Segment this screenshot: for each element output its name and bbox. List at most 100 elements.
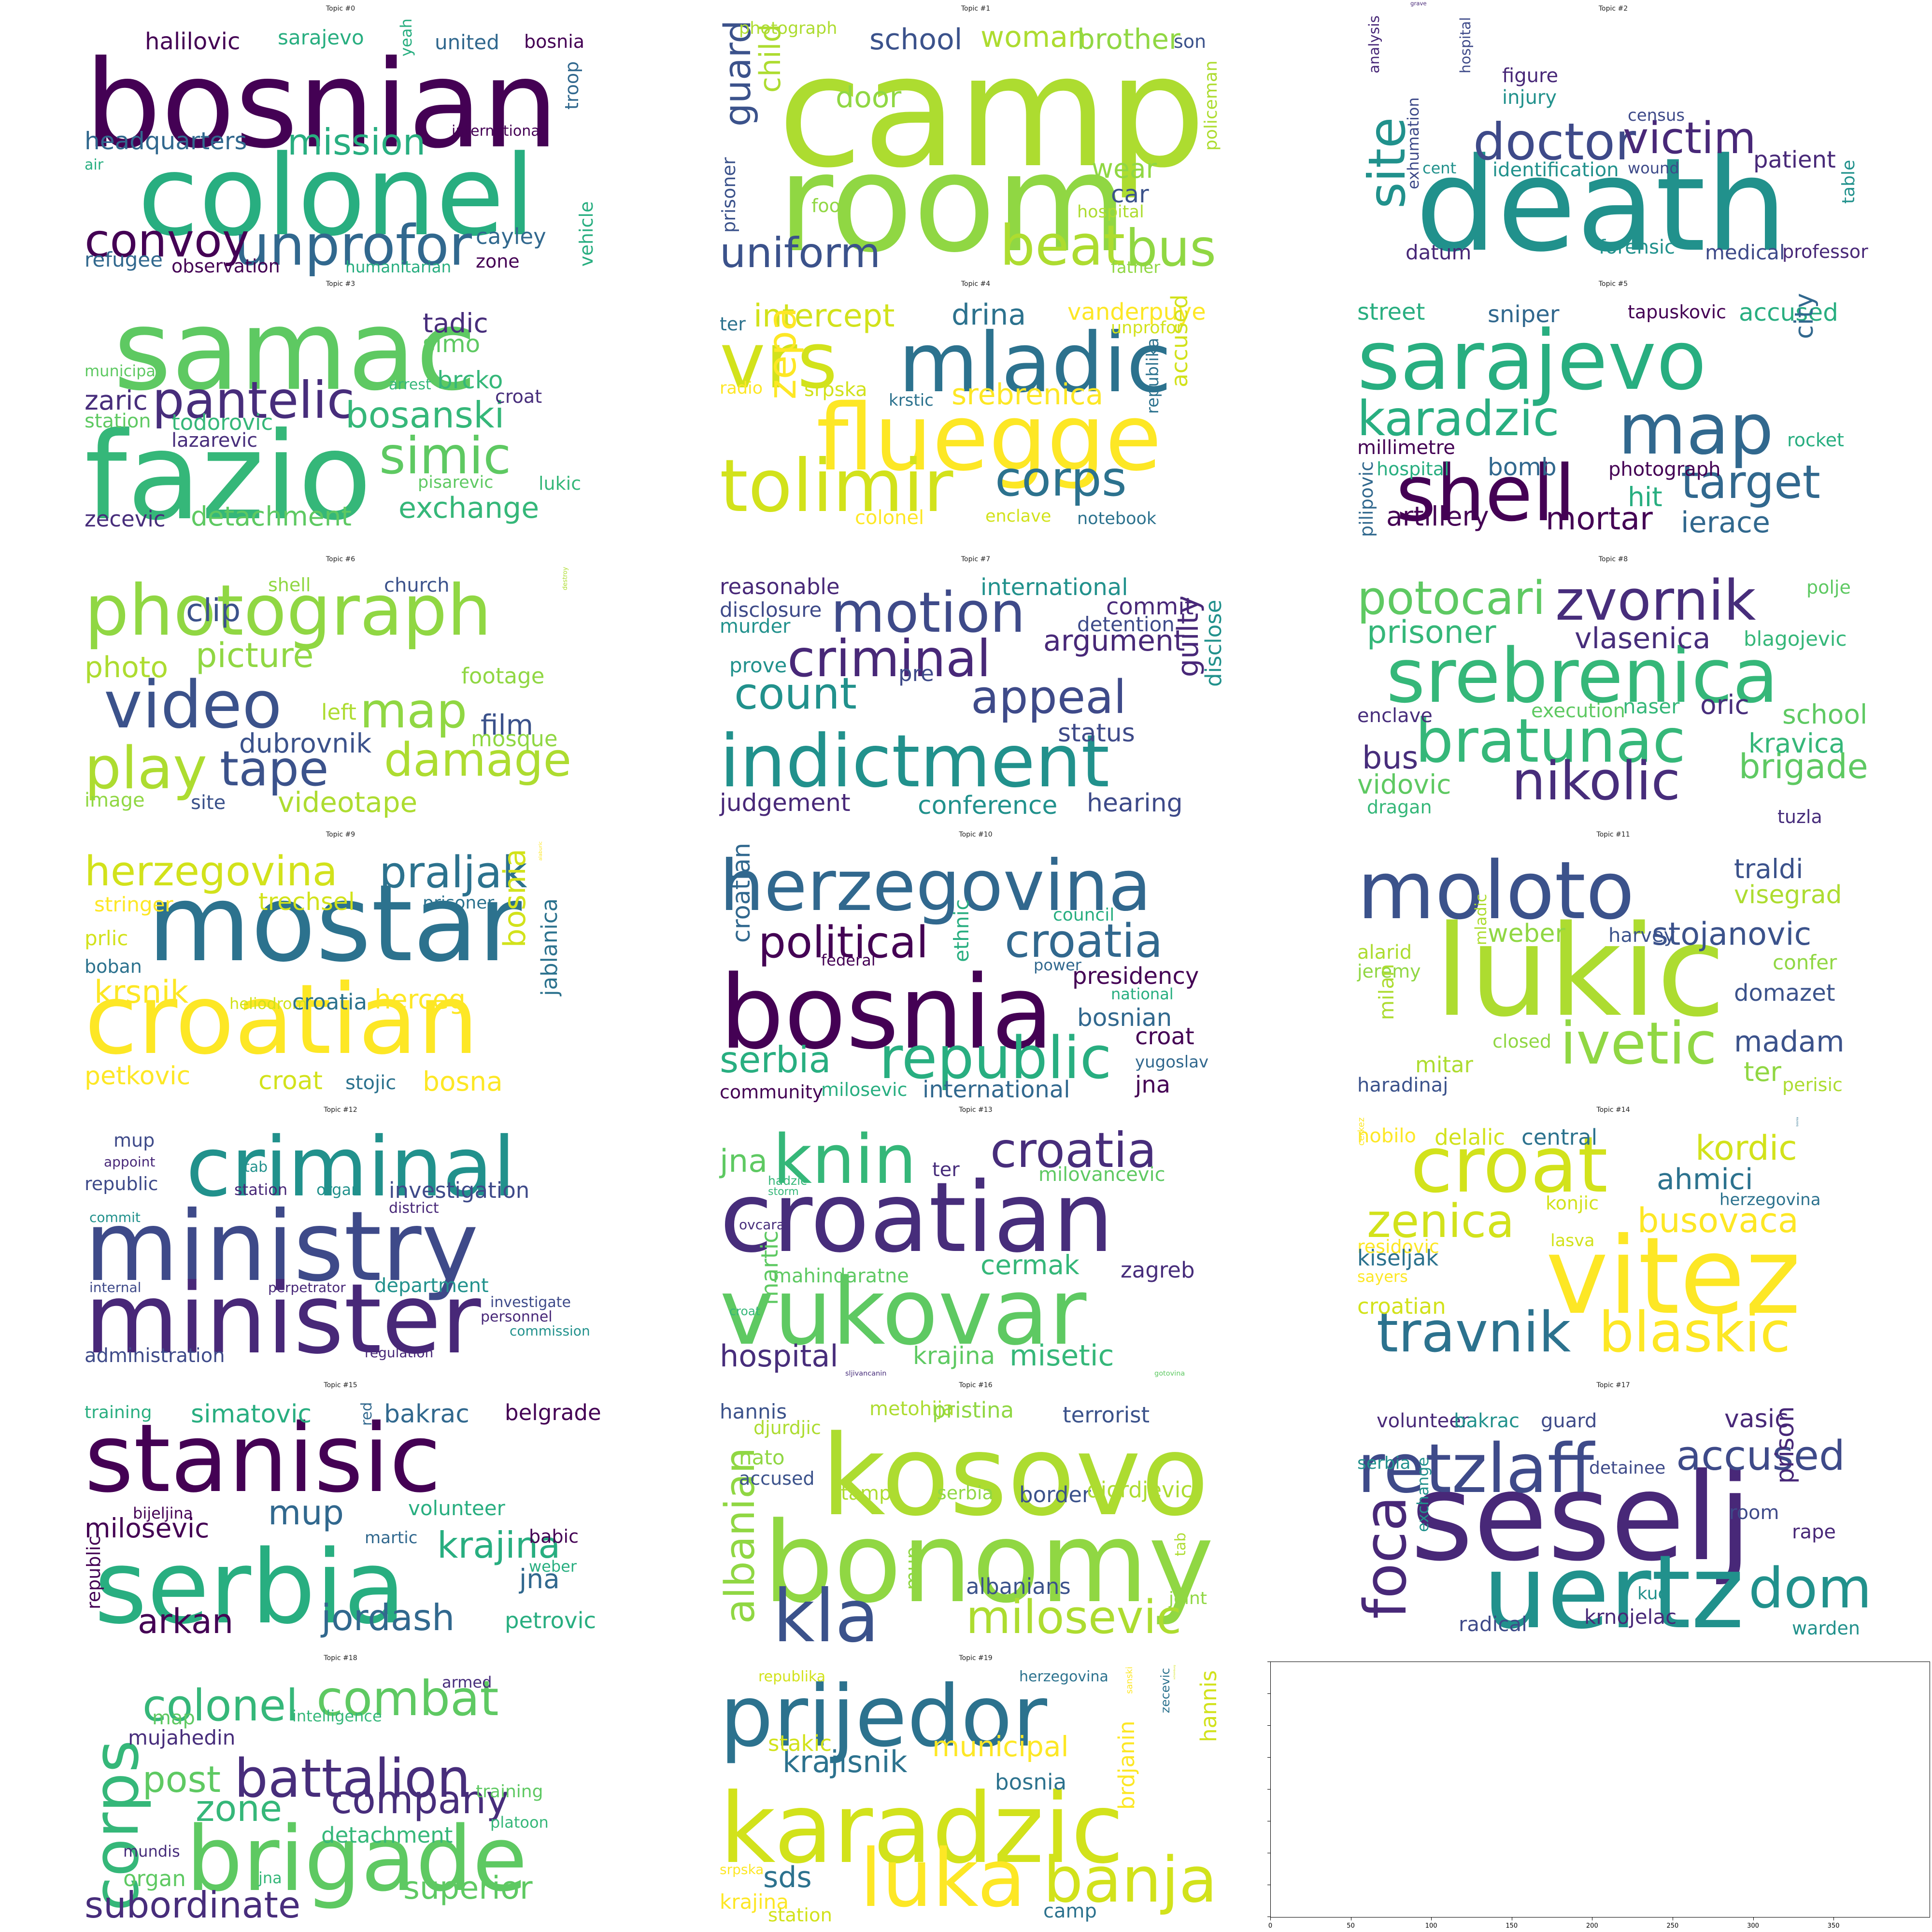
wordcloud-word: krajisnik: [782, 1744, 908, 1779]
wordcloud-word: council: [1053, 905, 1115, 925]
wordcloud-word: milosevic: [966, 1591, 1182, 1644]
x-tick-mark: [1270, 1918, 1271, 1920]
wordcloud-word: mahindaratne: [773, 1265, 909, 1287]
wordcloud-panel: Topic #10 herzegovina bosnia republic croati…: [710, 831, 1241, 1101]
wordcloud-word: son: [1174, 31, 1207, 52]
wordcloud-word: millimetre: [1357, 437, 1455, 459]
wordcloud-word: fluegge: [816, 384, 1162, 491]
wordcloud-word: karadzic: [720, 1773, 1124, 1885]
panel-title: Topic #9: [326, 831, 355, 838]
wordcloud: mostar croatian herzegovina praljak stringer…: [75, 841, 606, 1105]
wordcloud-panel: Topic #13 croatian vukovar knin croatia jna ha…: [710, 1106, 1241, 1377]
wordcloud-word: air: [85, 156, 104, 173]
panel-title: Topic #10: [959, 831, 993, 838]
wordcloud-word: wound: [1628, 159, 1679, 177]
wordcloud-word: mundis: [123, 1842, 180, 1861]
wordcloud-word: vitez: [1546, 1214, 1801, 1338]
wordcloud-word: delalic: [1435, 1124, 1506, 1150]
wordcloud-word: milan: [1375, 964, 1398, 1020]
wordcloud-word: professor: [1782, 241, 1868, 262]
wordcloud-word: ahmici: [1657, 1163, 1753, 1196]
wordcloud-word: target: [1681, 456, 1820, 509]
wordcloud-panel: Topic #14 vitez croat travnik blaskic zenica b…: [1348, 1106, 1879, 1373]
wordcloud-word: artillery: [1386, 501, 1489, 532]
wordcloud-word: notebook: [1077, 509, 1157, 528]
wordcloud-word: bakrac: [384, 1400, 469, 1429]
wordcloud-word: hospital: [1077, 202, 1144, 222]
wordcloud-word: vukovar: [720, 1259, 1087, 1365]
wordcloud-word: srebrenica: [952, 378, 1104, 412]
wordcloud-word: moloto: [1357, 844, 1635, 937]
wordcloud-word: metohija: [869, 1398, 954, 1420]
wordcloud-word: clip: [186, 593, 241, 629]
wordcloud-word: blagojevic: [1744, 627, 1847, 651]
wordcloud-panel: Topic #16 kosovo bonomy kla milosevic albania…: [710, 1381, 1241, 1653]
wordcloud-word: foca: [1352, 1495, 1420, 1619]
wordcloud-word: power: [1034, 956, 1081, 974]
wordcloud-word: mostar: [147, 862, 522, 985]
x-tick-label: 100: [1425, 1922, 1437, 1930]
wordcloud-word: victim: [1623, 113, 1756, 164]
wordcloud-word: petkovic: [85, 1062, 191, 1091]
y-tick-mark: [1267, 1757, 1270, 1758]
wordcloud-word: intelligence: [292, 1707, 382, 1725]
wordcloud-word: vanderpuye: [1067, 298, 1206, 326]
wordcloud-word: play: [85, 735, 208, 802]
wordcloud-panel: Topic #4 vrs mladic fluegge tolimir corps sreb…: [710, 280, 1241, 547]
wordcloud-word: uertz: [1483, 1533, 1745, 1651]
wordcloud-word: zecevic: [1158, 1668, 1172, 1713]
wordcloud-word: conference: [918, 791, 1058, 820]
wordcloud-word: traldi: [1734, 853, 1804, 884]
wordcloud-word: pre: [898, 661, 934, 686]
wordcloud-word: accused: [739, 1468, 815, 1489]
wordcloud-word: guilty: [1171, 596, 1205, 678]
wordcloud-panel: Topic #0 bosnian colonel unprofor convoy miss…: [75, 5, 606, 278]
wordcloud-word: arkan: [138, 1602, 234, 1641]
wordcloud-word: stojic: [345, 1072, 397, 1094]
wordcloud-word: ivetic: [1560, 1010, 1717, 1078]
wordcloud-word: map: [152, 1707, 195, 1729]
wordcloud: samac fazio pantelic simic bosanski tadic simo…: [75, 291, 606, 554]
wordcloud-word: croat: [258, 1066, 323, 1095]
wordcloud-word: krajina: [720, 1890, 789, 1914]
wordcloud-word: residovic: [1357, 1236, 1439, 1257]
wordcloud-word: enclave: [1357, 705, 1433, 727]
wordcloud-word: milosevic: [85, 1513, 210, 1544]
wordcloud-word: unprofor: [234, 213, 472, 278]
wordcloud-word: beat: [1000, 213, 1125, 278]
wordcloud-word: croatian: [720, 1162, 1114, 1274]
wordcloud-word: international: [980, 574, 1128, 601]
wordcloud-word: vrs: [720, 315, 838, 406]
wordcloud-word: nikolic: [1512, 750, 1680, 812]
wordcloud-word: djurdjic: [753, 1417, 821, 1438]
wordcloud-word: bus: [1125, 219, 1216, 278]
wordcloud-word: republic: [85, 1173, 158, 1194]
y-tick-mark: [1267, 1789, 1270, 1790]
wordcloud-word: sanski: [1124, 1666, 1135, 1694]
x-tick-label: 150: [1506, 1922, 1518, 1930]
wordcloud-word: albanians: [966, 1574, 1071, 1599]
wordcloud-word: radical: [1459, 1612, 1527, 1636]
wordcloud-word: cayley: [476, 224, 546, 249]
wordcloud-word: commission: [510, 1323, 590, 1339]
wordcloud-word: disclose: [1201, 599, 1226, 687]
wordcloud-word: jna: [258, 1869, 282, 1887]
wordcloud-word: mup: [902, 1547, 924, 1590]
wordcloud-word: herzegovina: [1019, 1668, 1108, 1685]
wordcloud-word: accused: [1676, 1432, 1845, 1480]
wordcloud-word: kiseljak: [1357, 1245, 1439, 1271]
wordcloud-word: observation: [171, 256, 280, 277]
wordcloud: srebrenica zvornik potocari bratunac nikolic…: [1348, 566, 1879, 829]
wordcloud-word: training: [85, 1403, 152, 1422]
y-tick-mark: [1267, 1693, 1270, 1694]
wordcloud-word: croat: [1135, 1023, 1194, 1050]
panel-title: Topic #2: [1598, 5, 1628, 13]
wordcloud: stanisic serbia jordash arkan krajina mup milo…: [75, 1392, 606, 1655]
wordcloud-word: republic: [879, 1025, 1112, 1092]
x-tick-label: 0: [1268, 1922, 1273, 1930]
wordcloud-panel: Topic #1 camp room uniform beat bus guard child…: [710, 5, 1241, 278]
wordcloud-word: count: [734, 668, 857, 719]
wordcloud-word: destroy: [562, 567, 569, 590]
wordcloud: croatian vukovar knin croatia jna hadzic ter mi…: [710, 1117, 1241, 1380]
panel-title: Topic #18: [324, 1654, 357, 1662]
